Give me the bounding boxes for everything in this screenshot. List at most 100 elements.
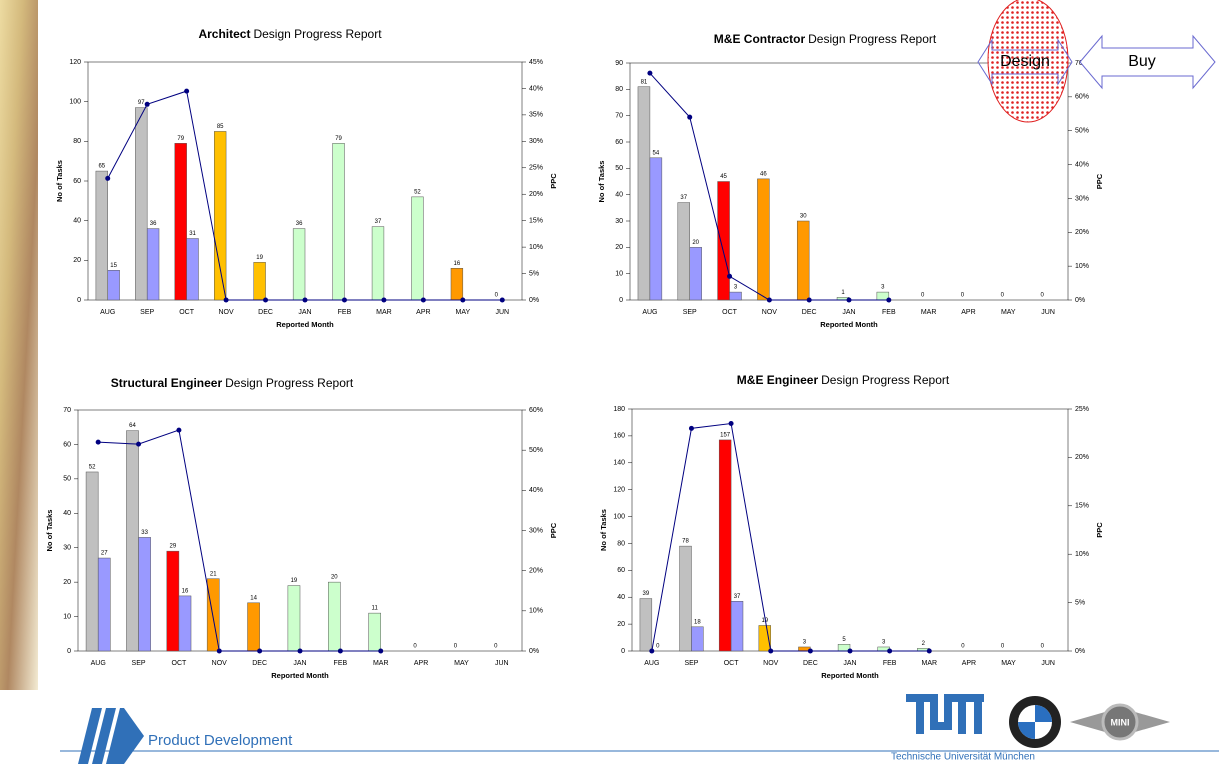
x-tick-label: AUG	[100, 309, 115, 316]
data-label: 0	[1040, 293, 1044, 299]
x-axis-label: Reported Month	[276, 320, 334, 329]
x-tick-label: FEB	[338, 309, 352, 316]
y-tick-label: 30	[63, 545, 71, 552]
y-tick-label: 40	[617, 594, 625, 601]
bar	[639, 598, 653, 652]
y2-axis-label: PPC	[1095, 173, 1104, 189]
ppc-point	[420, 297, 426, 303]
data-label: 78	[682, 539, 689, 545]
data-label: 5	[842, 637, 846, 643]
data-label: 14	[250, 595, 257, 601]
plot-area	[631, 408, 1069, 652]
bar	[97, 557, 111, 652]
bar	[758, 625, 771, 652]
ppc-point	[647, 70, 653, 76]
mini-logo	[1070, 703, 1170, 741]
x-tick-label: JUN	[495, 309, 509, 316]
data-label: 18	[694, 619, 701, 625]
y2-tick-label: 10%	[529, 608, 543, 615]
bar	[178, 595, 192, 652]
x-tick-label: NOV	[212, 660, 228, 667]
ppc-point	[846, 297, 852, 303]
x-tick-label: OCT	[172, 660, 188, 667]
x-axis-label: Reported Month	[820, 320, 878, 329]
data-label: 85	[217, 124, 224, 130]
bar	[85, 471, 99, 652]
product-development-logo	[60, 708, 1219, 764]
university-label: Technische Universität München	[891, 752, 1035, 763]
data-label: 36	[150, 221, 157, 227]
y2-tick-label: 5%	[1075, 599, 1085, 606]
y-tick-label: 20	[63, 579, 71, 586]
y-tick-label: 30	[615, 218, 623, 225]
x-tick-label: SEP	[140, 309, 154, 316]
bar	[287, 585, 301, 652]
x-tick-label: OCT	[724, 660, 740, 667]
x-tick-label: SEP	[684, 660, 698, 667]
data-label: 54	[653, 150, 660, 156]
y-tick-label: 80	[615, 86, 623, 93]
y2-tick-label: 50%	[529, 447, 543, 454]
y-tick-label: 0	[77, 297, 81, 304]
ppc-point	[649, 648, 655, 654]
y2-tick-label: 0%	[529, 648, 539, 655]
x-tick-label: DEC	[258, 309, 273, 316]
x-tick-label: NOV	[219, 309, 235, 316]
x-tick-label: MAR	[373, 660, 389, 667]
x-tick-label: AUG	[91, 660, 106, 667]
bar	[146, 228, 160, 301]
data-label: 21	[210, 571, 217, 577]
y-tick-label: 10	[615, 271, 623, 278]
x-tick-label: APR	[961, 309, 975, 316]
y2-tick-label: 40%	[1075, 161, 1089, 168]
x-tick-label: SEP	[132, 660, 146, 667]
chart-title-text: Design Progress Report	[808, 32, 937, 46]
data-label: 11	[372, 606, 379, 612]
bar	[637, 86, 651, 301]
y-tick-label: 40	[615, 192, 623, 199]
ppc-point	[144, 101, 150, 107]
chart-title: Architect Design Progress Report	[198, 27, 382, 41]
y2-tick-label: 30%	[529, 527, 543, 534]
buy-arrow	[1079, 34, 1216, 90]
ppc-point	[806, 297, 812, 303]
y2-tick-label: 10%	[1075, 263, 1089, 270]
bar	[796, 220, 810, 301]
bar	[138, 537, 151, 652]
y2-tick-label: 10%	[1075, 551, 1089, 558]
y2-tick-label: 0%	[1075, 297, 1085, 304]
x-tick-label: MAR	[376, 309, 392, 316]
x-tick-label: MAY	[454, 660, 469, 667]
data-label: 2	[922, 641, 926, 647]
y2-tick-label: 45%	[529, 59, 543, 66]
y-tick-label: 100	[69, 99, 81, 106]
chart-title-role: Structural Engineer	[111, 376, 223, 390]
data-label: 0	[961, 644, 965, 650]
ppc-point	[302, 297, 308, 303]
y-tick-label: 120	[69, 59, 81, 66]
y2-axis-label: PPC	[1095, 522, 1104, 538]
y2-tick-label: 20%	[529, 568, 543, 575]
ppc-point	[341, 297, 347, 303]
bar	[411, 196, 424, 301]
y2-tick-label: 5%	[529, 270, 539, 277]
y-tick-label: 140	[613, 460, 625, 467]
bar	[718, 439, 732, 652]
ppc-point	[766, 297, 772, 303]
data-label: 37	[680, 195, 687, 201]
data-label: 30	[800, 214, 807, 220]
data-label: 16	[454, 261, 461, 267]
x-tick-label: FEB	[334, 660, 348, 667]
data-label: 36	[296, 221, 303, 227]
data-label: 52	[414, 189, 421, 195]
ppc-point	[378, 648, 384, 654]
bar	[757, 178, 770, 301]
data-label: 0	[656, 644, 660, 650]
y2-tick-label: 15%	[1075, 503, 1089, 510]
bar	[677, 202, 690, 301]
ppc-point	[216, 648, 222, 654]
bar	[679, 545, 692, 652]
x-tick-label: NOV	[762, 309, 778, 316]
